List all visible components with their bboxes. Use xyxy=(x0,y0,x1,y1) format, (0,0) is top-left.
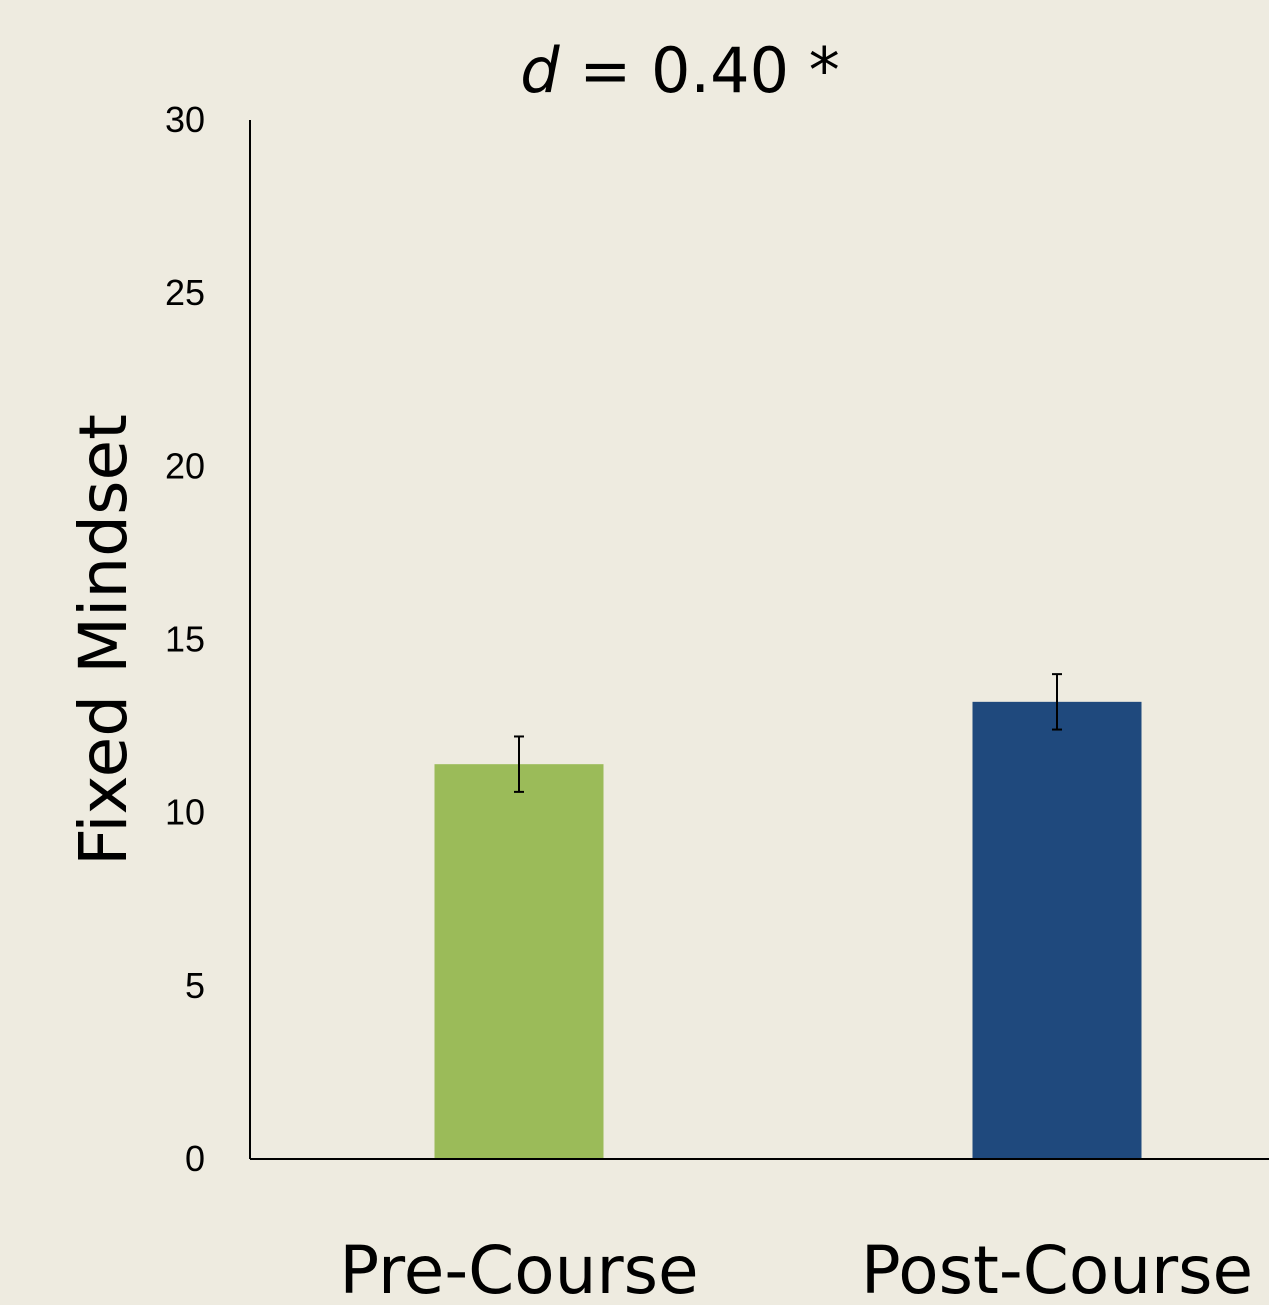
y-tick-label: 25 xyxy=(165,272,205,313)
x-tick-labels: Pre-Course Post-Course xyxy=(339,1232,1253,1305)
y-tick-label: 5 xyxy=(185,965,205,1006)
error-bars xyxy=(514,673,1062,793)
x-tick-label: Pre-Course xyxy=(339,1232,698,1305)
y-tick-label: 15 xyxy=(165,619,205,660)
title-variable: d xyxy=(520,34,560,107)
y-tick-labels: 0 5 10 15 20 25 30 xyxy=(165,99,205,1179)
x-tick-label: Post-Course xyxy=(861,1232,1253,1305)
bar xyxy=(434,764,604,1159)
bars xyxy=(434,701,1142,1159)
bar xyxy=(972,701,1142,1159)
y-tick-label: 30 xyxy=(165,99,205,140)
y-tick-label: 10 xyxy=(165,792,205,833)
y-tick-label: 0 xyxy=(185,1138,205,1179)
y-tick-label: 20 xyxy=(165,445,205,486)
title-value: = 0.40 * xyxy=(560,34,840,107)
chart-title: d = 0.40 * xyxy=(520,34,839,107)
y-axis-label: Fixed Mindset xyxy=(65,414,142,866)
